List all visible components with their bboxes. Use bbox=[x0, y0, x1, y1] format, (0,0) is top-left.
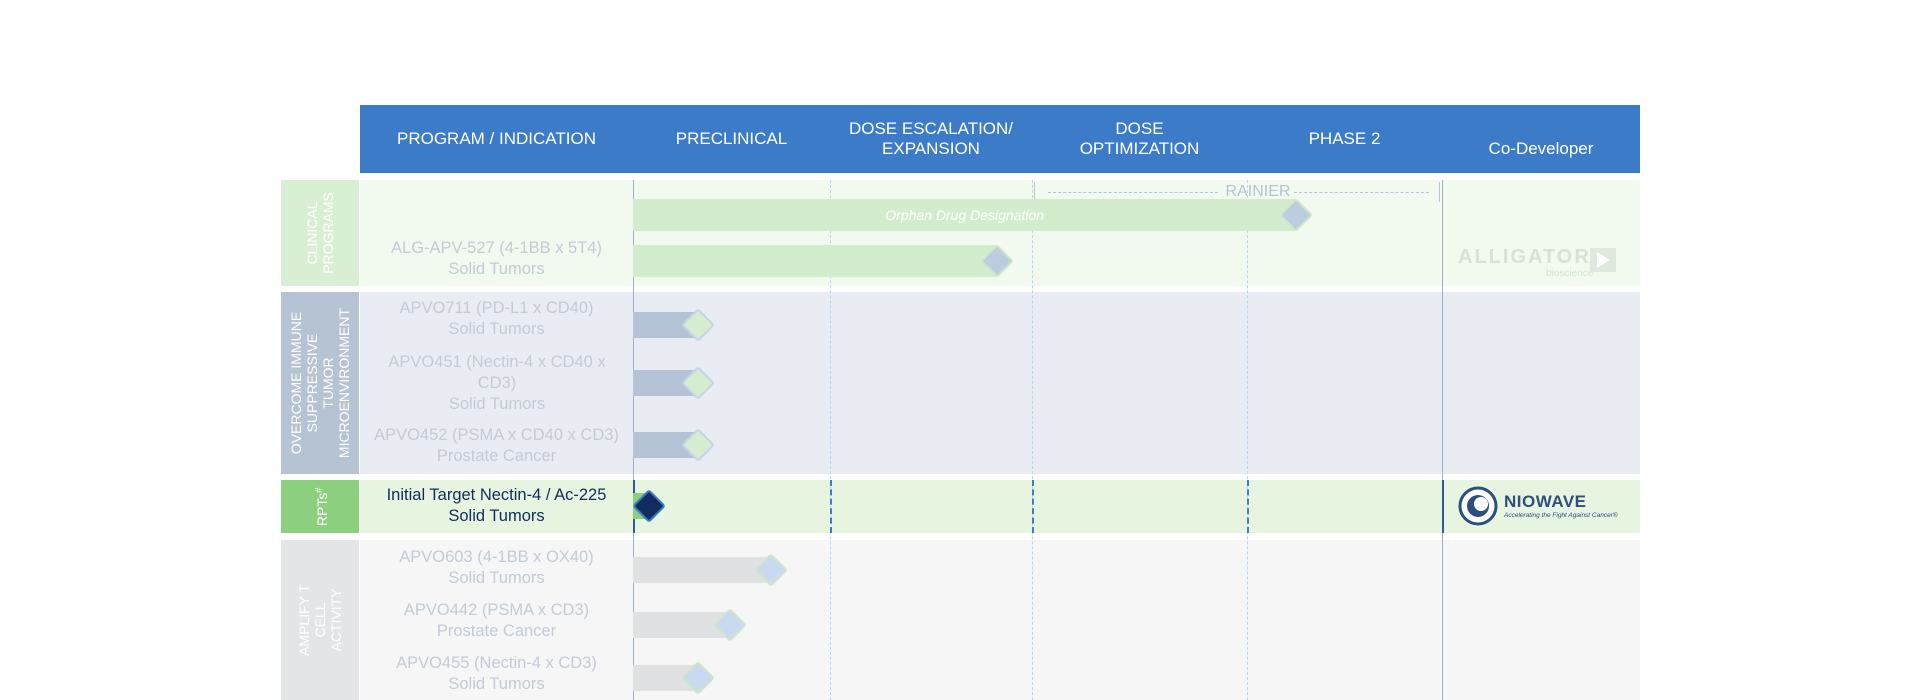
header-dose-escalation: DOSE ESCALATION/ EXPANSION bbox=[848, 119, 1014, 158]
program-name: APVO442 (PSMA x CD3) bbox=[403, 601, 590, 619]
rpt-divider-5 bbox=[1442, 480, 1444, 533]
alg-apv-527-bar bbox=[633, 245, 998, 277]
alligator-sub: bioscience bbox=[1546, 268, 1594, 279]
program-indication: Prostate Cancer bbox=[436, 622, 557, 640]
group-label-overcome-text: OVERCOME IMMUNE SUPPRESSIVE TUMOR MICROE… bbox=[288, 307, 352, 459]
alligator-name: ALLIGATOR bbox=[1458, 246, 1591, 268]
program-name: APVO451 (Nectin-4 x CD40 x CD3) bbox=[388, 353, 606, 392]
rpt-divider-2 bbox=[830, 480, 832, 533]
program-apvo442: APVO442 (PSMA x CD3) Prostate Cancer bbox=[360, 600, 633, 642]
divider-codeveloper bbox=[1442, 180, 1443, 700]
group-label-rpts-text: RPTs# bbox=[313, 487, 330, 526]
band-amplify bbox=[360, 540, 1640, 700]
program-apvo455: APVO455 (Nectin-4 x CD3) Solid Tumors bbox=[360, 653, 633, 695]
program-name: ALG-APV-527 (4-1BB x 5T4) bbox=[391, 239, 602, 257]
group-label-clinical: CLINICAL PROGRAMS bbox=[281, 180, 359, 286]
program-name: Initial Target Nectin-4 / Ac-225 bbox=[386, 486, 607, 504]
program-name: APVO603 (4-1BB x OX40) bbox=[399, 548, 594, 566]
program-indication: Solid Tumors bbox=[448, 320, 545, 338]
program-alg-apv-527: ALG-APV-527 (4-1BB x 5T4) Solid Tumors bbox=[360, 238, 633, 280]
program-indication: Solid Tumors bbox=[448, 569, 545, 587]
program-indication: Solid Tumors bbox=[448, 507, 545, 525]
program-apvo711: APVO711 (PD-L1 x CD40) Solid Tumors bbox=[360, 298, 633, 340]
pipeline-header: PROGRAM / INDICATION PRECLINICAL DOSE ES… bbox=[360, 105, 1640, 173]
niowave-logo: NIOWAVE Accelerating the Fight Against C… bbox=[1458, 484, 1628, 528]
header-codeveloper: Co-Developer bbox=[1488, 139, 1594, 158]
band-overcome bbox=[360, 292, 1640, 474]
niowave-circle-icon bbox=[1458, 486, 1498, 526]
divider-dose-escalation-right bbox=[1032, 180, 1033, 700]
rpt-divider-3 bbox=[1032, 480, 1034, 533]
program-name: APVO455 (Nectin-4 x CD3) bbox=[396, 654, 597, 672]
program-apvo603: APVO603 (4-1BB x OX40) Solid Tumors bbox=[360, 547, 633, 589]
header-preclinical: PRECLINICAL bbox=[675, 129, 788, 148]
program-apvo452: APVO452 (PSMA x CD40 x CD3) Prostate Can… bbox=[360, 425, 633, 467]
band-rpts bbox=[360, 480, 1640, 533]
header-program: PROGRAM / INDICATION bbox=[397, 129, 596, 148]
rainier-label: RAINIER bbox=[1225, 183, 1291, 200]
group-label-rpts: RPTs# bbox=[281, 480, 359, 533]
rpt-divider-4 bbox=[1247, 480, 1249, 533]
niowave-name: NIOWAVE bbox=[1504, 492, 1587, 511]
program-indication: Solid Tumors bbox=[448, 260, 545, 278]
header-dose-optimization: DOSE OPTIMIZATION bbox=[1079, 119, 1200, 158]
group-label-amplify-text: AMPLIFY T CELL ACTIVITY bbox=[296, 584, 344, 656]
niowave-tagline: Accelerating the Fight Against Cancer® bbox=[1504, 512, 1618, 519]
program-indication: Solid Tumors bbox=[448, 675, 545, 693]
group-label-clinical-text: CLINICAL PROGRAMS bbox=[304, 192, 336, 274]
alligator-logo: ALLIGATOR bioscience bbox=[1458, 246, 1618, 280]
program-nectin4-ac225: Initial Target Nectin-4 / Ac-225 Solid T… bbox=[360, 485, 633, 527]
program-apvo451: APVO451 (Nectin-4 x CD40 x CD3) Solid Tu… bbox=[372, 352, 622, 415]
orphan-drug-bar: Orphan Drug Designation bbox=[633, 199, 1297, 231]
alligator-arrow-icon bbox=[1590, 248, 1616, 272]
orphan-drug-label: Orphan Drug Designation bbox=[885, 207, 1045, 223]
program-indication: Solid Tumors bbox=[448, 395, 546, 413]
divider-preclinical-right bbox=[830, 180, 831, 700]
divider-dose-optimization-right bbox=[1247, 180, 1248, 700]
group-label-overcome: OVERCOME IMMUNE SUPPRESSIVE TUMOR MICROE… bbox=[281, 292, 359, 474]
program-name: APVO452 (PSMA x CD40 x CD3) bbox=[374, 426, 619, 444]
program-name: APVO711 (PD-L1 x CD40) bbox=[399, 299, 594, 317]
apvo603-bar bbox=[633, 557, 771, 583]
program-indication: Prostate Cancer bbox=[436, 447, 557, 465]
header-phase2: PHASE 2 bbox=[1308, 129, 1381, 148]
rainier-bracket: RAINIER bbox=[1034, 182, 1440, 204]
group-label-amplify: AMPLIFY T CELL ACTIVITY bbox=[281, 540, 359, 700]
